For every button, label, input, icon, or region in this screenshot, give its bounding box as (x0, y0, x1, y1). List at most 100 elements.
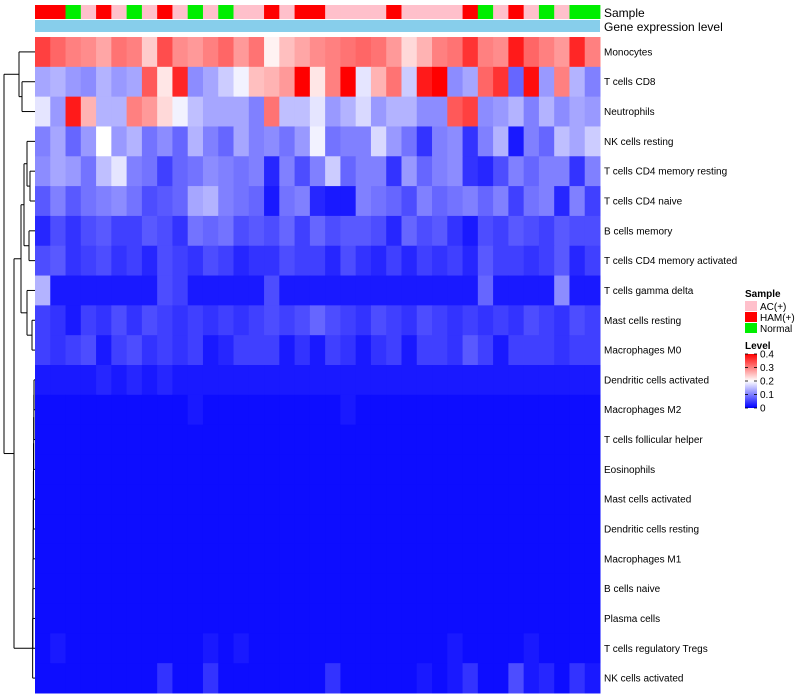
heatmap-cell (462, 394, 479, 426)
heatmap-cell (218, 663, 235, 694)
heatmap-cell (202, 245, 219, 277)
heatmap-cell (50, 543, 67, 575)
heatmap-cell (172, 186, 189, 217)
heatmap-cell (233, 245, 250, 277)
heatmap-cell (141, 633, 158, 664)
heatmap-cell (340, 424, 357, 455)
heatmap-cell (126, 484, 143, 515)
heatmap-cell (508, 573, 525, 605)
heatmap-cell (340, 663, 357, 694)
heatmap-cell (264, 663, 280, 694)
heatmap-cell (172, 126, 189, 157)
heatmap-cell (325, 603, 341, 634)
heatmap-cell (96, 394, 112, 426)
heatmap-cell (538, 126, 555, 157)
heatmap-cell (202, 215, 219, 247)
heatmap-cell (111, 156, 128, 187)
heatmap-cell (126, 454, 143, 485)
heatmap-cell (187, 603, 204, 634)
heatmap-cell (294, 96, 311, 127)
heatmap-cell (157, 335, 173, 366)
heatmap-cell (50, 66, 67, 98)
heatmap-cell (65, 365, 82, 396)
heatmap-cell (141, 126, 158, 157)
heatmap-cell (370, 126, 387, 157)
heatmap-cell (370, 66, 387, 98)
heatmap-cell (584, 365, 601, 396)
heatmap-cell (65, 335, 82, 366)
heatmap-cell (294, 454, 311, 485)
heatmap-cell (569, 543, 586, 575)
heatmap-cell (141, 663, 158, 694)
heatmap-cell (141, 245, 158, 277)
heatmap-cell (462, 305, 479, 336)
heatmap-cell (538, 96, 555, 127)
heatmap-cell (309, 215, 326, 247)
heatmap-cell (141, 365, 158, 396)
heatmap-cell (523, 663, 540, 694)
heatmap-cell (50, 633, 67, 664)
heatmap-cell (202, 186, 219, 217)
heatmap-cell (279, 365, 296, 396)
heatmap-cell (233, 275, 250, 306)
sample-annotation-cell (386, 5, 402, 19)
heatmap-cell (523, 573, 540, 605)
heatmap-cell (370, 335, 387, 366)
heatmap-cell (264, 633, 280, 664)
heatmap-cell (126, 365, 143, 396)
heatmap-cell (340, 245, 357, 277)
heatmap-cell (493, 484, 509, 515)
heatmap-cell (157, 126, 173, 157)
row-label: NK cells activated (604, 674, 683, 685)
heatmap-cell (569, 335, 586, 366)
heatmap-cell (432, 633, 448, 664)
heatmap-cell (508, 66, 525, 98)
legend-level-tick-label: 0.1 (760, 390, 774, 401)
heatmap-cell (584, 156, 601, 187)
heatmap-cell (187, 275, 204, 306)
heatmap-cell (65, 663, 82, 694)
heatmap-cell (202, 275, 219, 306)
heatmap-cell (50, 156, 67, 187)
heatmap-cell (584, 96, 601, 127)
heatmap-cell (569, 37, 586, 68)
sample-annotation-cell (462, 5, 479, 19)
heatmap-cell (340, 633, 357, 664)
heatmap-cell (370, 543, 387, 575)
heatmap-cell (386, 186, 402, 217)
heatmap-cell (65, 514, 82, 545)
heatmap-cell (218, 424, 235, 455)
heatmap-cell (65, 66, 82, 98)
heatmap-cell (416, 454, 433, 485)
heatmap-cell (141, 66, 158, 98)
heatmap-cell (172, 365, 189, 396)
heatmap-cell (370, 96, 387, 127)
row-label: B cells naive (604, 584, 661, 595)
heatmap-cell (233, 186, 250, 217)
heatmap-cell (325, 543, 341, 575)
heatmap-cell (462, 96, 479, 127)
heatmap-cell (508, 484, 525, 515)
heatmap-cell (416, 126, 433, 157)
heatmap-cell (477, 245, 494, 277)
heatmap-cell (126, 305, 143, 336)
heatmap-cell (477, 126, 494, 157)
heatmap-cell (218, 603, 235, 634)
heatmap-cell (401, 484, 418, 515)
sample-annotation-cell (523, 5, 540, 19)
heatmap-cell (126, 633, 143, 664)
heatmap-cell (447, 37, 464, 68)
heatmap-cell (462, 633, 479, 664)
heatmap-cell (554, 484, 570, 515)
heatmap-cell (569, 484, 586, 515)
heatmap-cell (80, 424, 97, 455)
heatmap-cell (126, 335, 143, 366)
heatmap-cell (493, 424, 509, 455)
heatmap-cell (462, 365, 479, 396)
heatmap-cell (386, 514, 402, 545)
heatmap-cell (432, 603, 448, 634)
heatmap-cell (80, 454, 97, 485)
heatmap-cell (416, 543, 433, 575)
heatmap-cell (50, 186, 67, 217)
heatmap-cell (187, 543, 204, 575)
